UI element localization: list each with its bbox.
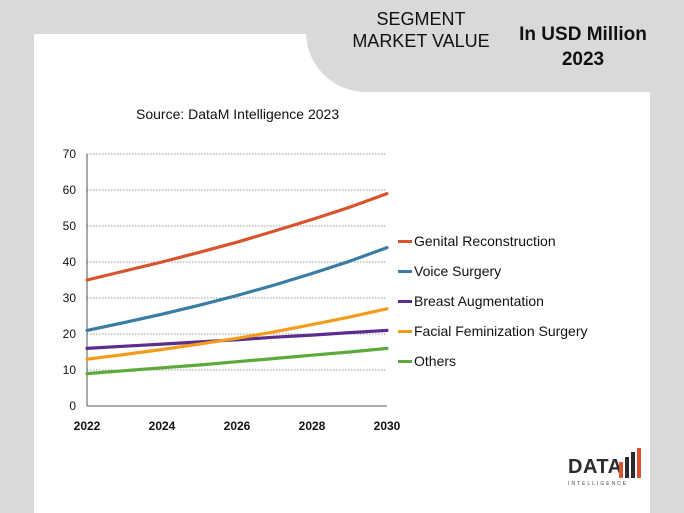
- legend-item: Genital Reconstruction: [398, 226, 588, 256]
- legend-swatch: [398, 329, 412, 333]
- legend-item: Voice Surgery: [398, 256, 588, 286]
- logo-bars-icon: [619, 448, 641, 478]
- chart-title: Source: DataM Intelligence 2023: [136, 106, 340, 122]
- x-tick-label: 2028: [299, 419, 326, 433]
- y-tick-label: 60: [63, 183, 77, 197]
- x-tick-label: 2022: [74, 419, 101, 433]
- chart-panel: [34, 34, 650, 513]
- x-tick-label: 2026: [224, 419, 251, 433]
- logo-text: DATA: [568, 456, 623, 478]
- y-tick-label: 20: [63, 327, 77, 341]
- legend: Genital Reconstruction Voice Surgery Breas…: [398, 226, 588, 376]
- legend-item: Facial Feminization Surgery: [398, 316, 588, 346]
- data-intelligence-logo: DATA INTELLIGENCE: [566, 446, 646, 490]
- segment-market-value-title: SEGMENT MARKET VALUE: [352, 9, 490, 51]
- legend-label: Voice Surgery: [414, 263, 502, 279]
- legend-item: Breast Augmentation: [398, 286, 588, 316]
- series-lines: [85, 192, 389, 376]
- y-tick-label: 0: [69, 399, 76, 413]
- axes: [86, 154, 387, 407]
- legend-swatch: [398, 359, 412, 363]
- legend-swatch: [398, 269, 412, 273]
- series-line-1: [85, 246, 389, 332]
- logo-subtitle: INTELLIGENCE: [568, 481, 629, 487]
- series-line-3: [85, 307, 389, 361]
- header-tab: [306, 0, 684, 92]
- y-tick-label: 40: [63, 255, 77, 269]
- legend-label: Others: [414, 353, 457, 369]
- legend-label: Breast Augmentation: [414, 293, 544, 309]
- y-tick-label: 10: [63, 363, 77, 377]
- legend-label: Genital Reconstruction: [414, 233, 556, 249]
- y-tick-labels: 0 10 20 30 40 50 60 70: [63, 147, 77, 413]
- legend-item: Others: [398, 346, 588, 376]
- legend-label: Facial Feminization Surgery: [414, 323, 588, 339]
- x-tick-labels: 2022 2024 2026 2028 2030: [74, 419, 401, 433]
- unit-title: In USD Million 2023: [519, 24, 647, 70]
- y-tick-label: 70: [63, 147, 77, 161]
- y-tick-label: 30: [63, 291, 77, 305]
- x-tick-label: 2030: [374, 419, 401, 433]
- y-tick-label: 50: [63, 219, 77, 233]
- series-line-0: [85, 192, 389, 282]
- series-line-4: [85, 346, 389, 376]
- x-tick-label: 2024: [149, 419, 176, 433]
- legend-swatch: [398, 239, 412, 243]
- legend-swatch: [398, 299, 412, 303]
